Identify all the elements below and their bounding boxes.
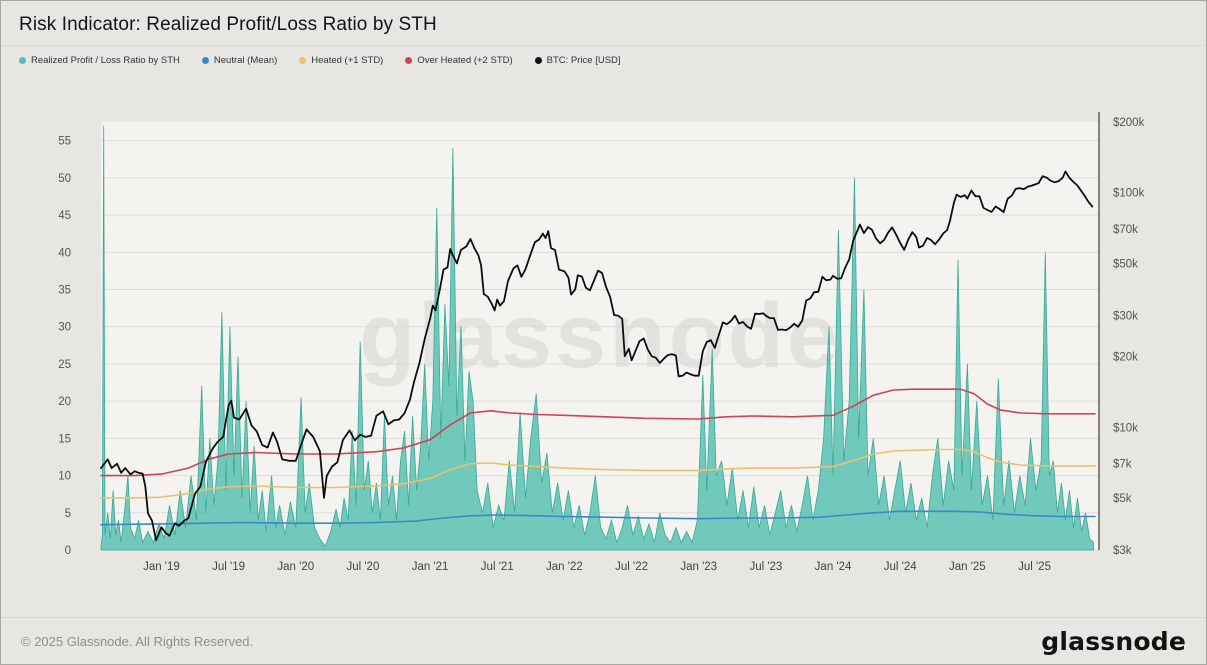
x-tick-label: Jan '19 (143, 561, 180, 573)
x-tick-label: Jan '21 (412, 561, 449, 573)
y-left-tick-label: 30 (58, 322, 71, 334)
copyright-text: © 2025 Glassnode. All Rights Reserved. (21, 633, 254, 649)
x-tick-label: Jan '25 (949, 561, 986, 573)
legend-item-over-heated[interactable]: Over Heated (+2 STD) (405, 55, 513, 66)
series-btc-price (100, 170, 1094, 542)
y-right-tick-label: $10k (1113, 422, 1138, 434)
legend-item-btc-price[interactable]: BTC: Price [USD] (534, 55, 621, 66)
y-right-tick-label: $50k (1113, 258, 1138, 270)
legend-label: Heated (+1 STD) (311, 55, 384, 66)
series-ratio (100, 125, 1094, 551)
x-tick-label: Jul '21 (481, 561, 514, 573)
y-right-tick-label: $200k (1113, 117, 1145, 129)
chart-legend: Realized Profit / Loss Ratio by STH Neut… (1, 46, 1206, 66)
x-tick-label: Jul '19 (212, 561, 245, 573)
legend-dot-icon (19, 57, 26, 64)
x-tick-label: Jul '25 (1018, 561, 1051, 573)
y-right-tick-label: $5k (1113, 493, 1132, 505)
y-right-tick-label: $100k (1113, 188, 1145, 200)
y-left-tick-label: 35 (58, 284, 71, 296)
x-tick-label: Jul '24 (884, 561, 917, 573)
x-tick-label: Jul '20 (346, 561, 379, 573)
y-right-tick-label: $7k (1113, 459, 1132, 471)
chart-area: 0 5 10 15 20 25 30 35 40 45 50 55 glassnode $3k $5k $7k… (1, 89, 1207, 589)
header-divider (1, 45, 1206, 46)
chart-svg[interactable]: 0 5 10 15 20 25 30 35 40 45 50 55 glassnode $3k $5k $7k… (1, 89, 1207, 589)
page-footer: © 2025 Glassnode. All Rights Reserved. g… (1, 617, 1206, 664)
legend-dot-icon (299, 57, 307, 64)
x-tick-label: Jan '20 (277, 561, 314, 573)
legend-label: Over Heated (+2 STD) (417, 55, 513, 66)
x-tick-label: Jan '24 (815, 561, 852, 573)
y-left-tick-label: 55 (58, 136, 71, 148)
y-left-tick-label: 40 (58, 247, 71, 259)
y-left-tick-label: 5 (65, 508, 71, 520)
legend-label: Neutral (Mean) (213, 55, 278, 66)
series-heated (100, 448, 1096, 499)
glassnode-logo: glassnode (1041, 626, 1186, 656)
legend-item-neutral[interactable]: Neutral (Mean) (201, 55, 278, 66)
y-right-tick-label: $3k (1113, 545, 1132, 557)
series-over-heated (100, 388, 1096, 477)
y-right-tick-label: $70k (1113, 224, 1138, 236)
legend-dot-icon (201, 57, 209, 64)
x-tick-label: Jul '22 (615, 561, 648, 573)
page-title: Risk Indicator: Realized Profit/Loss Rat… (19, 14, 437, 35)
chart-header: Risk Indicator: Realized Profit/Loss Rat… (1, 1, 1206, 45)
y-right-tick-label: $30k (1113, 310, 1138, 322)
y-left-tick-label: 25 (58, 359, 71, 371)
y-left-tick-label: 45 (58, 210, 71, 222)
legend-dot-icon (405, 57, 413, 64)
x-tick-label: Jan '22 (546, 561, 583, 573)
y-left-tick-label: 0 (65, 545, 71, 557)
legend-item-ratio[interactable]: Realized Profit / Loss Ratio by STH (19, 55, 180, 66)
series-neutral (100, 510, 1096, 526)
y-left-tick-label: 10 (58, 471, 71, 483)
x-tick-label: Jul '23 (749, 561, 782, 573)
legend-item-heated[interactable]: Heated (+1 STD) (299, 55, 383, 66)
x-tick-label: Jan '23 (680, 561, 717, 573)
y-left-tick-label: 20 (58, 396, 71, 408)
legend-label: BTC: Price [USD] (546, 55, 621, 66)
y-left-tick-label: 15 (58, 433, 71, 445)
legend-label: Realized Profit / Loss Ratio by STH (31, 55, 180, 66)
legend-dot-icon (534, 57, 542, 64)
y-right-tick-label: $20k (1113, 352, 1138, 364)
glassnode-watermark: glassnode (359, 285, 841, 387)
y-left-tick-label: 50 (58, 173, 71, 185)
